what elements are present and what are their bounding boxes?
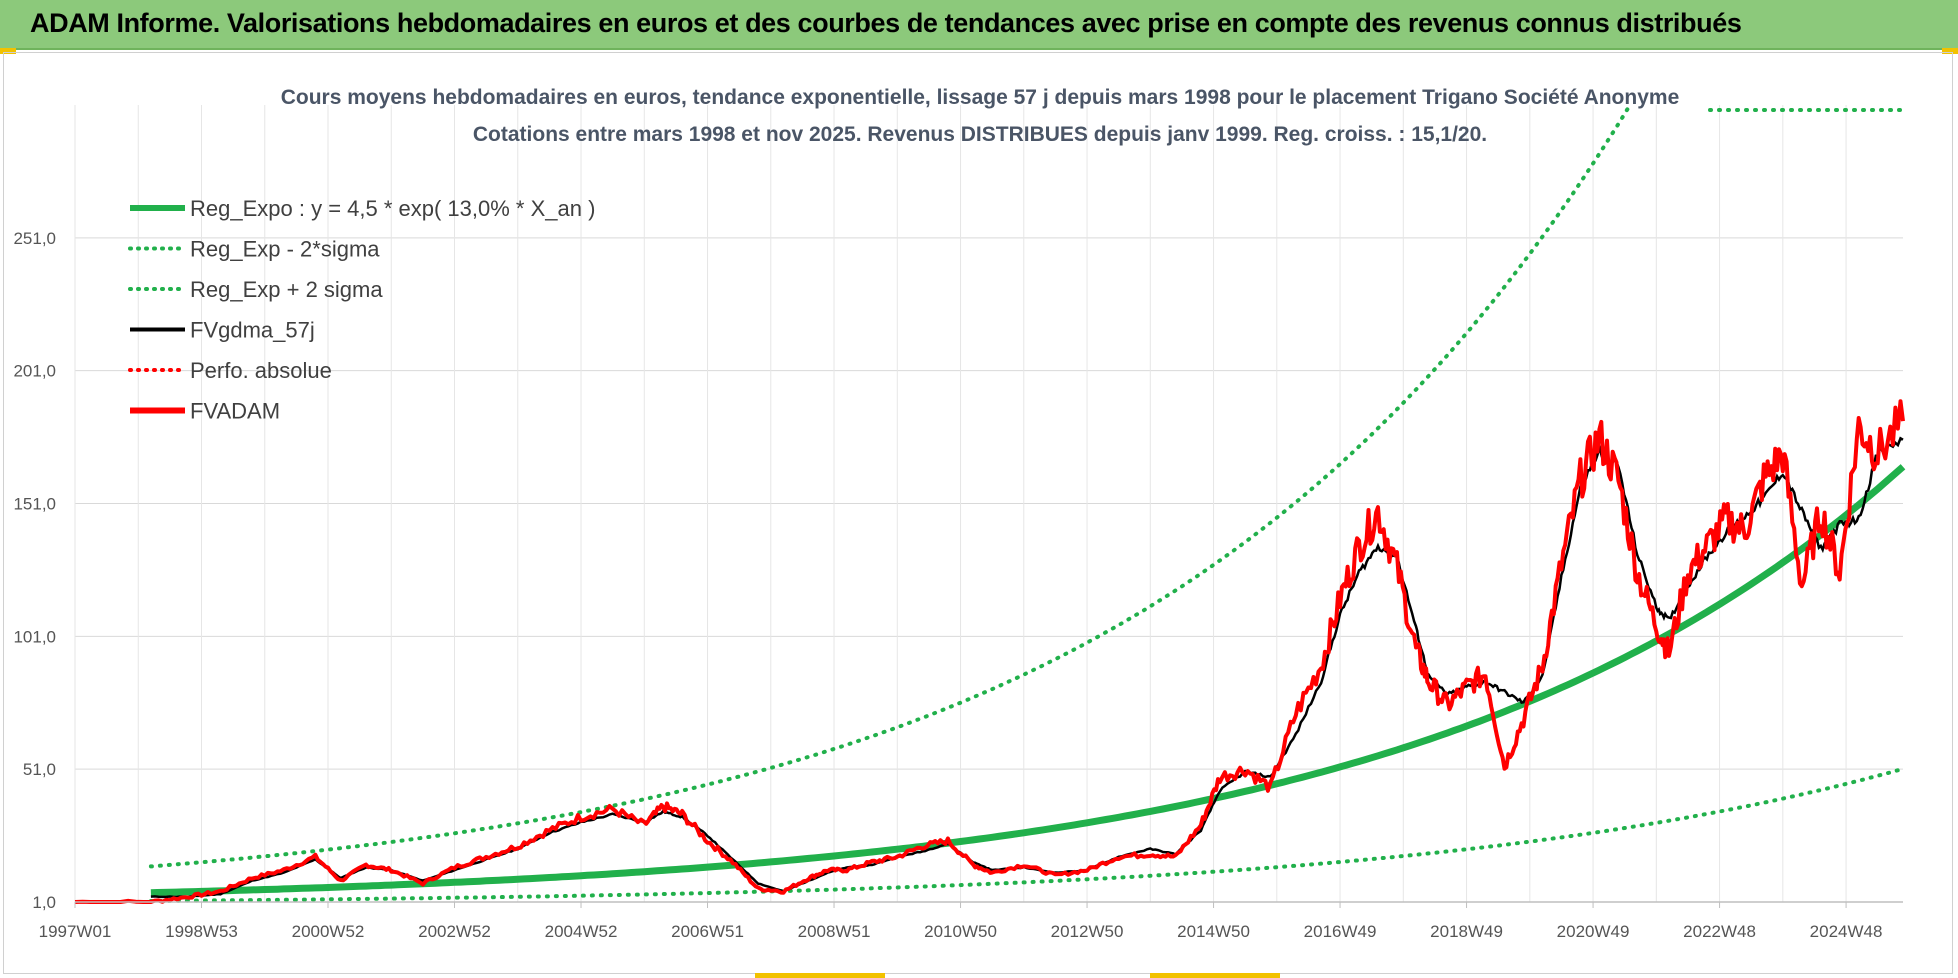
y-tick-label: 151,0 [13,495,56,514]
reg-exp-plus-2sigma-line [148,105,1633,869]
x-tick-label: 1998W53 [165,922,238,941]
corner-accent-left [0,48,16,54]
x-tick-label: 2002W52 [418,922,491,941]
x-axis: 1997W01 1998W53 2000W52 2002W52 2004W52 2006W… [39,901,1903,941]
fvadam-line [74,399,1905,904]
x-tick-label: 2024W48 [1810,922,1883,941]
bottom-accent-mark [1150,973,1280,978]
y-tick-label: 51,0 [23,760,56,779]
y-tick-label: 251,0 [13,229,56,248]
bottom-accent-mark [755,973,885,978]
gridlines [74,105,1903,903]
legend-label: Reg_Expo : y = 4,5 * exp( 13,0% * X_an ) [190,196,595,221]
chart-title: Cours moyens hebdomadaires en euros, ten… [281,86,1680,109]
page-title: ADAM Informe. Valorisations hebdomadaire… [30,8,1742,38]
y-tick-label: 101,0 [13,627,56,646]
x-tick-label: 2020W49 [1557,922,1630,941]
x-tick-label: 2004W52 [545,922,618,941]
x-tick-label: 2018W49 [1430,922,1503,941]
y-tick-label: 1,0 [32,893,56,912]
chart-frame [3,52,1953,974]
chart-legend: Reg_Expo : y = 4,5 * exp( 13,0% * X_an )… [128,196,595,424]
x-tick-label: 1997W01 [39,922,112,941]
x-tick-label: 2012W50 [1051,922,1124,941]
y-axis: 1,0 51,0 101,0 151,0 201,0 251,0 [13,229,56,912]
series-group [74,105,1906,904]
x-tick-label: 2010W50 [924,922,997,941]
x-tick-label: 2022W48 [1683,922,1756,941]
fvgdma-57j-line [150,436,1904,899]
legend-label: Reg_Exp - 2*sigma [190,237,380,262]
chart-subtitle: Cotations entre mars 1998 et nov 2025. R… [473,123,1487,146]
x-tick-label: 2000W52 [292,922,365,941]
x-tick-label: 2008W51 [798,922,871,941]
legend-label: Perfo. absolue [190,358,332,383]
x-tick-label: 2014W50 [1177,922,1250,941]
x-tick-label: 2006W51 [671,922,744,941]
legend-label: FVgdma_57j [190,318,315,343]
header-banner: ADAM Informe. Valorisations hebdomadaire… [0,0,1958,50]
legend-label: FVADAM [190,399,280,424]
corner-accent-right [1942,48,1958,54]
reg-expo-line [150,464,1906,897]
x-tick-label: 2016W49 [1304,922,1377,941]
legend-label: Reg_Exp + 2 sigma [190,277,383,302]
y-tick-label: 201,0 [13,362,56,381]
